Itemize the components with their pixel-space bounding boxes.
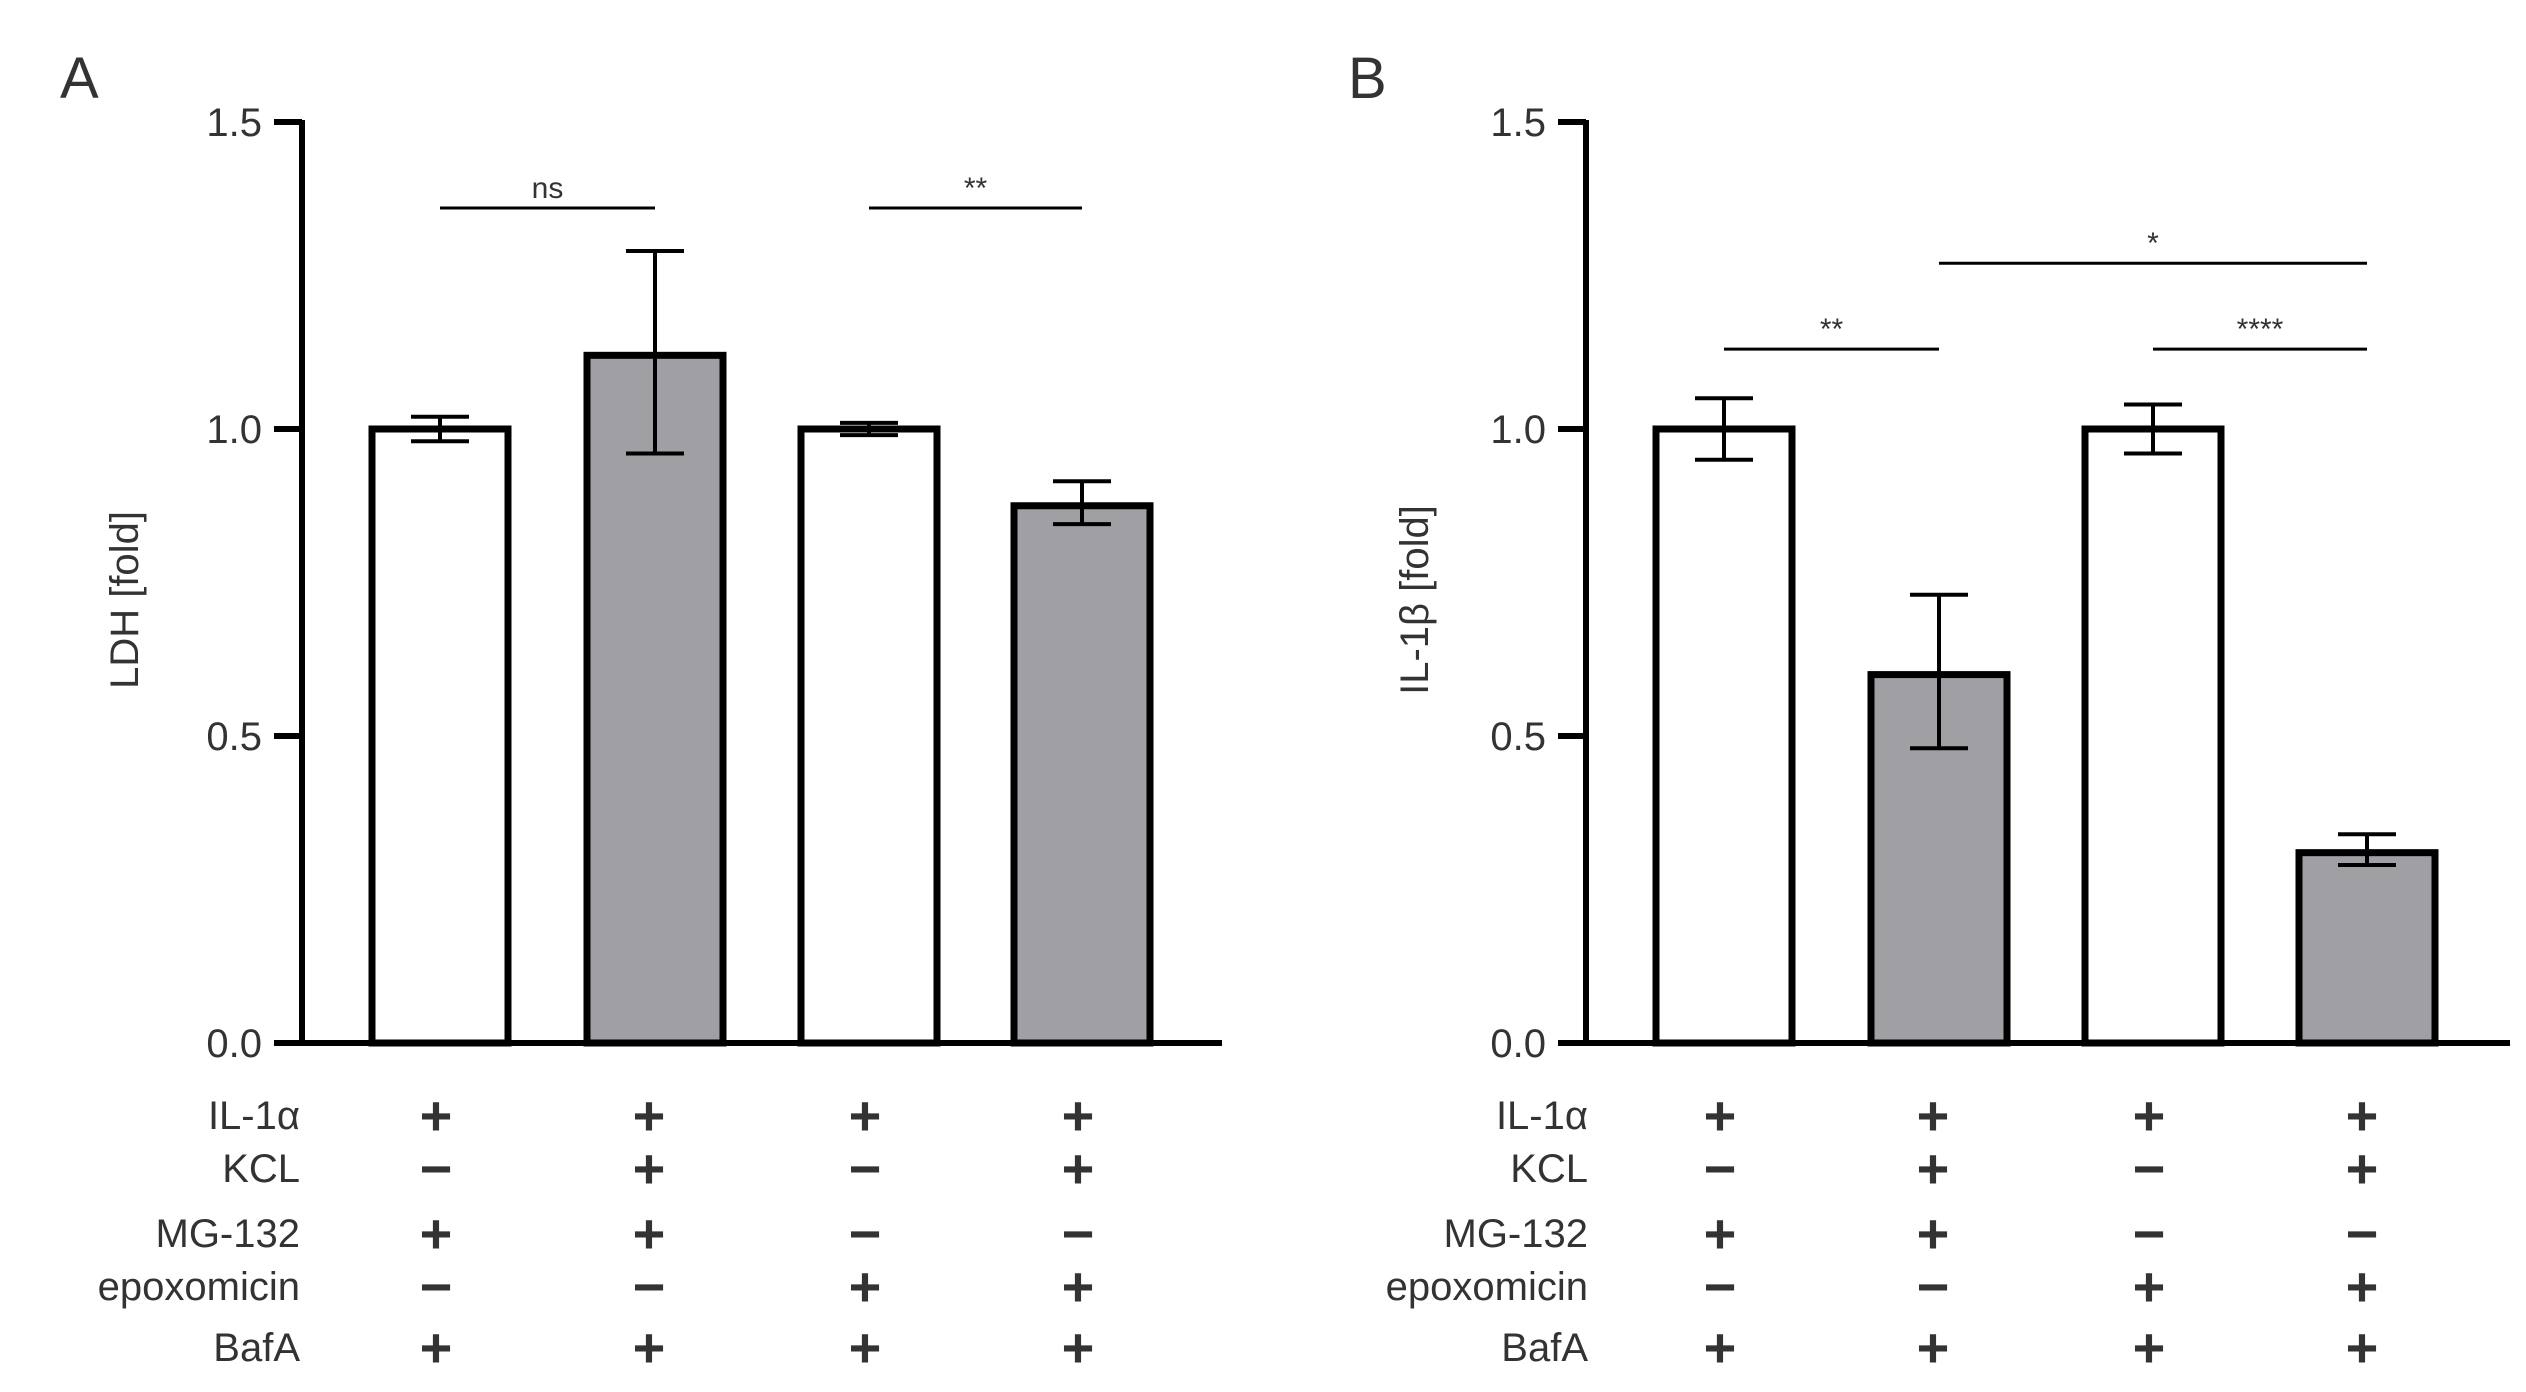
pa-bar (583, 351, 727, 1047)
pb-significance-label: **** (2237, 313, 2284, 346)
pb-condition-sign: + (1704, 1084, 1737, 1147)
plot-area-b: 0.00.51.01.5*******IL-1α + + + +KCL − + − +MG-13… (1386, 101, 2510, 1379)
pa-condition-sign: + (633, 1316, 666, 1379)
pa-condition-sign: + (420, 1202, 453, 1265)
pb-condition-sign: + (1917, 1202, 1950, 1265)
pa-condition-sign: − (1062, 1202, 1095, 1265)
pa-significance-label: ns (532, 172, 564, 205)
pb-condition-sign: + (1917, 1137, 1950, 1200)
pb-condition-sign: − (2346, 1202, 2379, 1265)
pa-condition-sign: + (633, 1202, 666, 1265)
pa-y-tick-label: 0.0 (206, 1022, 262, 1066)
pa-condition-sign: + (1062, 1137, 1095, 1200)
pb-significance-label: * (2147, 227, 2159, 260)
pb-condition-sign: + (2346, 1084, 2379, 1147)
pb-condition-sign: − (1704, 1255, 1737, 1318)
pb-condition-label: KCL (1510, 1147, 1588, 1191)
y-axis-label-a: LDH [fold] (103, 511, 147, 689)
pb-y-tick-label: 1.5 (1490, 101, 1546, 145)
pb-y-tick-label: 0.5 (1490, 715, 1546, 759)
pb-significance-label: ** (1820, 313, 1844, 346)
pa-condition-sign: − (849, 1202, 882, 1265)
pa-condition-sign: + (1062, 1255, 1095, 1318)
pb-condition-label: IL-1α (1496, 1094, 1588, 1138)
pa-condition-sign: + (633, 1137, 666, 1200)
pb-bar (2081, 425, 2225, 1047)
pb-condition-sign: + (2133, 1084, 2166, 1147)
pb-condition-sign: + (1704, 1316, 1737, 1379)
pb-condition-sign: + (2346, 1137, 2379, 1200)
pa-condition-sign: + (849, 1255, 882, 1318)
plot-area-a: 0.00.51.01.5ns **IL-1α + + + +KCL − + − +MG-132 + +… (98, 101, 1222, 1379)
pa-condition-label: IL-1α (208, 1094, 300, 1138)
panel-label-b: B (1348, 46, 1387, 111)
pb-condition-sign: + (2346, 1255, 2379, 1318)
pb-condition-label: BafA (1501, 1326, 1588, 1370)
pa-condition-sign: + (849, 1316, 882, 1379)
pa-condition-sign: + (420, 1084, 453, 1147)
pa-condition-label: epoxomicin (98, 1265, 300, 1309)
pa-condition-label: BafA (213, 1326, 300, 1370)
pb-bar (2295, 849, 2439, 1047)
pa-condition-sign: + (1062, 1316, 1095, 1379)
pa-significance-label: ** (964, 172, 988, 205)
pa-condition-label: MG-132 (156, 1212, 301, 1256)
pa-bar (368, 425, 512, 1047)
pb-condition-sign: − (1917, 1255, 1950, 1318)
pb-condition-sign: + (2346, 1316, 2379, 1379)
pa-condition-sign: + (1062, 1084, 1095, 1147)
pa-condition-sign: − (633, 1255, 666, 1318)
pb-condition-label: epoxomicin (1386, 1265, 1588, 1309)
pa-condition-sign: + (849, 1084, 882, 1147)
pa-condition-sign: + (633, 1084, 666, 1147)
pb-condition-sign: + (1917, 1316, 1950, 1379)
pb-condition-sign: − (1704, 1137, 1737, 1200)
pa-y-tick-label: 0.5 (206, 715, 262, 759)
pa-y-tick-label: 1.5 (206, 101, 262, 145)
pb-condition-sign: − (2133, 1137, 2166, 1200)
panel-label-a: A (60, 46, 99, 111)
pa-condition-sign: − (420, 1137, 453, 1200)
pb-condition-sign: + (2133, 1316, 2166, 1379)
pb-y-tick-label: 1.0 (1490, 408, 1546, 452)
pa-condition-sign: + (420, 1316, 453, 1379)
pb-condition-sign: + (2133, 1255, 2166, 1318)
pa-condition-sign: − (849, 1137, 882, 1200)
panel-b: B IL-1β [fold] 0.00.51.01.5*******IL-1α +… (1348, 46, 2510, 1379)
pb-y-tick-label: 0.0 (1490, 1022, 1546, 1066)
pb-condition-sign: + (1704, 1202, 1737, 1265)
panel-a: A LDH [fold] 0.00.51.01.5ns **IL-1α + + + +KC… (60, 46, 1222, 1379)
pa-y-tick-label: 1.0 (206, 408, 262, 452)
y-axis-label-b: IL-1β [fold] (1393, 505, 1437, 695)
pb-bar (1652, 425, 1796, 1047)
pa-condition-sign: − (420, 1255, 453, 1318)
pa-bar (1010, 502, 1154, 1047)
pa-bar (797, 425, 941, 1047)
pa-condition-label: KCL (222, 1147, 300, 1191)
pb-condition-sign: − (2133, 1202, 2166, 1265)
pb-condition-sign: + (1917, 1084, 1950, 1147)
pb-condition-label: MG-132 (1444, 1212, 1589, 1256)
